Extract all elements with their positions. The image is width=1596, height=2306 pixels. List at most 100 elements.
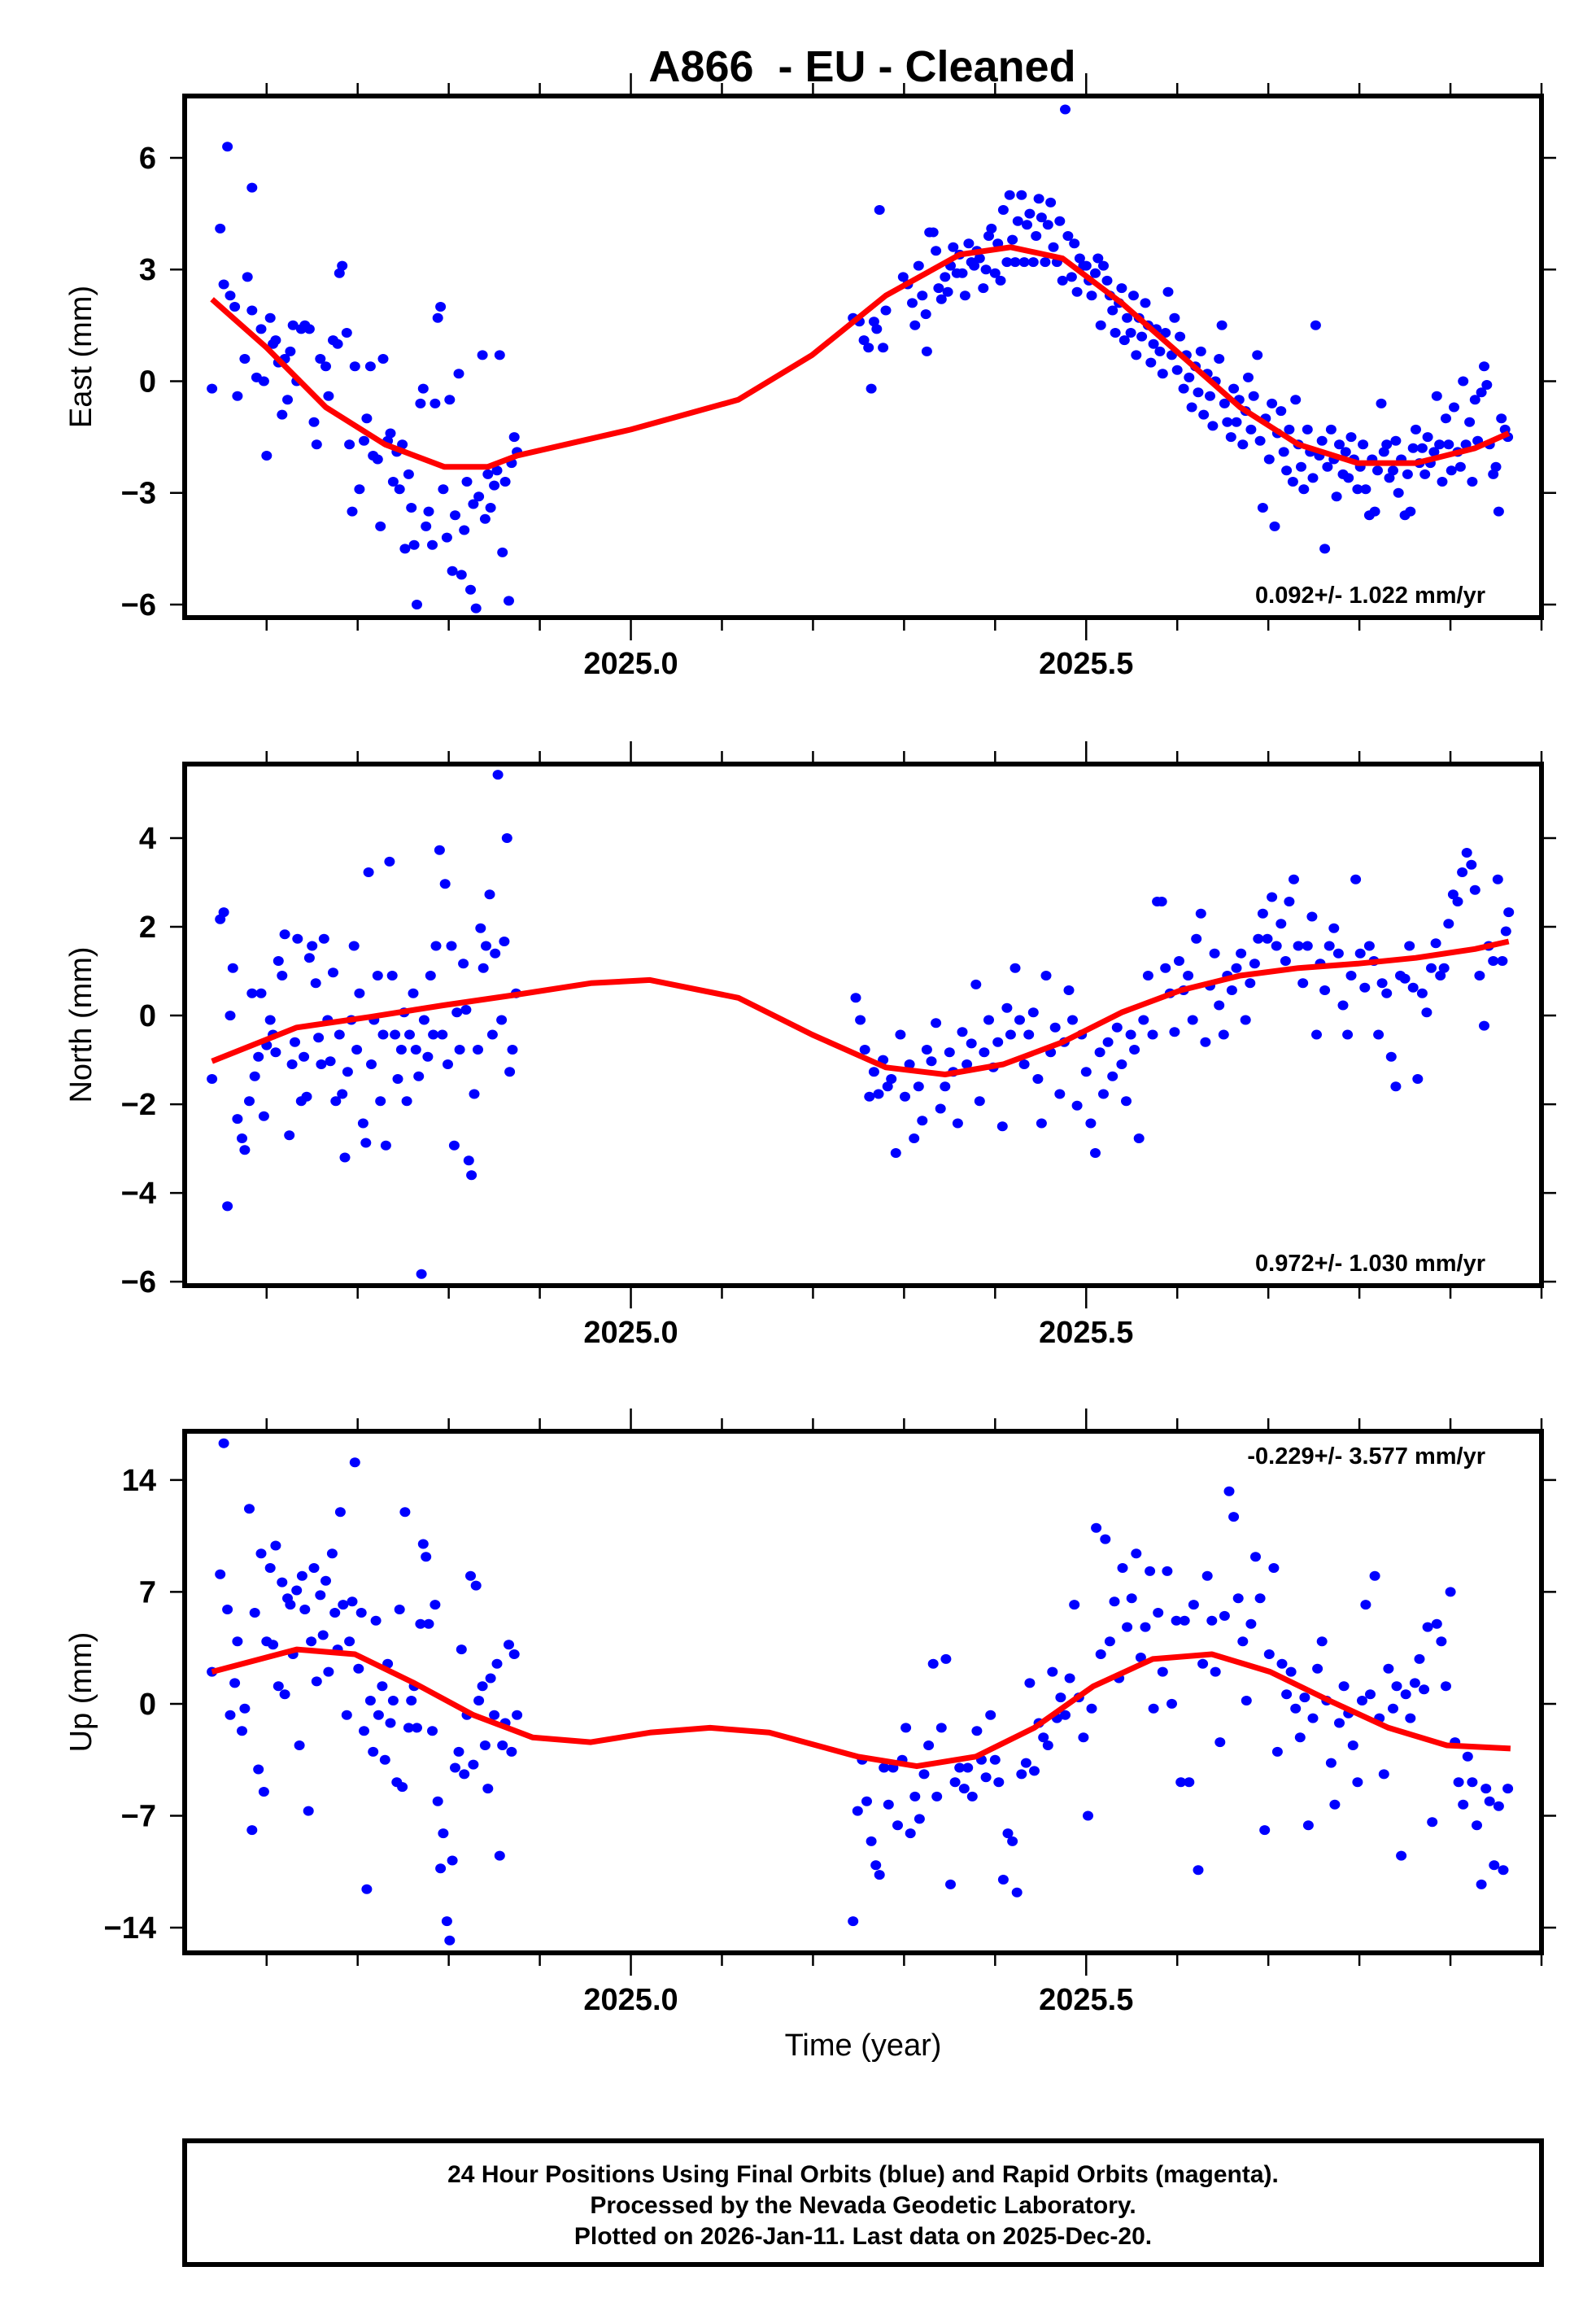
data-point <box>504 596 514 606</box>
data-point <box>1503 907 1515 918</box>
data-point <box>456 1644 467 1655</box>
data-point <box>482 1784 494 1794</box>
data-point <box>895 1029 906 1040</box>
data-point <box>410 1045 421 1055</box>
data-point <box>963 238 975 249</box>
data-point <box>1091 1522 1102 1533</box>
data-point <box>861 1796 872 1806</box>
data-point <box>1243 372 1254 382</box>
data-point <box>1207 421 1219 431</box>
data-point <box>1027 1007 1039 1018</box>
data-point <box>1214 354 1225 364</box>
data-point <box>1263 1649 1275 1659</box>
data-point <box>1042 220 1053 230</box>
data-point <box>1284 424 1295 435</box>
data-point <box>385 1718 396 1728</box>
data-point <box>258 376 269 387</box>
data-point <box>1438 963 1450 973</box>
data-point <box>1376 978 1388 989</box>
data-point <box>1497 956 1508 966</box>
data-point <box>1116 283 1127 294</box>
data-point <box>437 1029 448 1040</box>
data-point <box>959 290 970 301</box>
data-point <box>330 1096 342 1107</box>
data-point <box>1187 1015 1198 1025</box>
data-point <box>1011 1887 1023 1898</box>
data-point <box>1040 971 1052 980</box>
data-point <box>1431 1618 1442 1629</box>
data-point <box>931 246 942 256</box>
data-point <box>1323 941 1335 951</box>
data-point <box>313 1033 325 1043</box>
data-point <box>512 1710 523 1720</box>
data-point <box>1352 1777 1363 1788</box>
data-point <box>1090 268 1101 278</box>
x-tick-label: 2025.5 <box>1039 1983 1133 2017</box>
data-point <box>430 941 442 951</box>
data-point <box>1493 506 1504 517</box>
data-point <box>1306 911 1318 922</box>
data-point <box>494 350 505 360</box>
data-point <box>1342 1029 1354 1040</box>
data-point <box>334 1507 346 1518</box>
data-point <box>1445 1587 1456 1597</box>
data-point <box>1157 369 1168 379</box>
up-points <box>207 1438 1514 1946</box>
data-point <box>1422 432 1433 443</box>
data-point <box>270 1047 281 1058</box>
data-point <box>1340 447 1351 457</box>
data-point <box>504 1640 514 1650</box>
data-point <box>1032 1074 1044 1084</box>
data-point <box>1461 848 1472 858</box>
data-point <box>1029 1766 1040 1776</box>
data-point <box>940 1081 951 1092</box>
data-point <box>337 1089 348 1099</box>
data-point <box>1057 275 1068 286</box>
data-point <box>1297 978 1309 989</box>
data-point <box>468 499 479 509</box>
data-point <box>1381 439 1393 450</box>
data-point <box>1267 892 1278 902</box>
up-rate-annotation: -0.229+/- 3.577 mm/yr <box>1247 1443 1485 1470</box>
data-point <box>1357 1696 1367 1705</box>
data-point <box>1376 398 1387 408</box>
data-point <box>969 260 980 271</box>
data-point <box>386 971 398 980</box>
data-point <box>1095 1649 1106 1659</box>
y-tick-label: 4 <box>139 822 156 856</box>
data-point <box>290 1037 300 1047</box>
data-point <box>1453 1777 1464 1788</box>
data-point <box>1205 391 1215 401</box>
data-point <box>882 1081 893 1092</box>
data-point <box>438 484 449 495</box>
data-point <box>914 1814 925 1824</box>
data-point <box>1064 1673 1075 1684</box>
data-point <box>992 1037 1004 1047</box>
data-point <box>1014 1015 1025 1025</box>
data-point <box>1104 1636 1115 1647</box>
data-point <box>971 1726 983 1736</box>
data-point <box>218 1438 229 1448</box>
data-point <box>1337 1000 1349 1011</box>
data-point <box>485 1673 496 1684</box>
data-point <box>403 1723 414 1733</box>
data-point <box>1372 465 1383 476</box>
data-point <box>387 477 399 487</box>
data-point <box>1024 1678 1036 1688</box>
data-point <box>1479 361 1489 372</box>
data-point <box>1048 242 1059 252</box>
data-point <box>486 1029 498 1040</box>
data-point <box>468 1759 479 1770</box>
data-point <box>315 1590 326 1601</box>
data-point <box>1218 1029 1229 1040</box>
data-point <box>1250 1552 1261 1562</box>
data-point <box>470 1580 482 1591</box>
data-point <box>1298 484 1310 495</box>
data-point <box>909 1133 920 1143</box>
data-point <box>1262 933 1273 944</box>
data-point <box>1419 469 1431 479</box>
data-point <box>1066 272 1077 282</box>
data-point <box>1024 208 1036 219</box>
data-point <box>940 1653 952 1664</box>
data-point <box>1175 1777 1187 1788</box>
